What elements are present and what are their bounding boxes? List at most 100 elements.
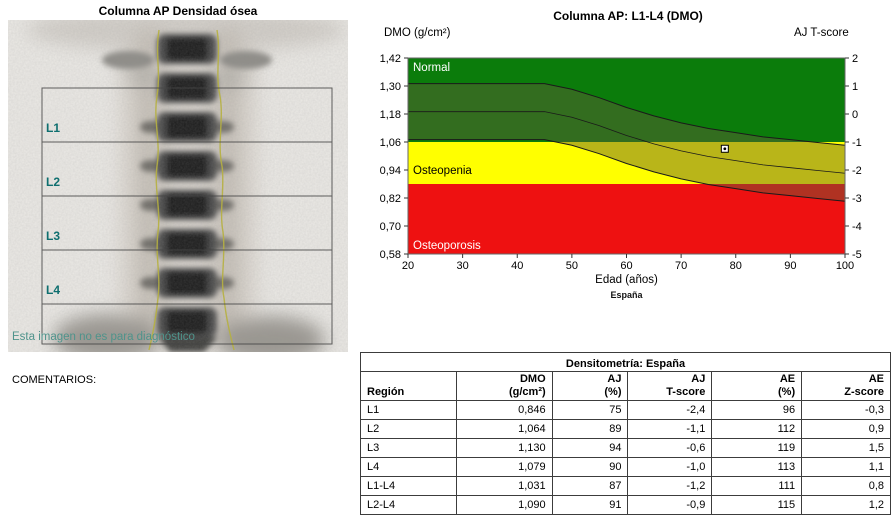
table-row: L2 1,064 89 -1,1 112 0,9 [360, 419, 891, 439]
column-header: Región [360, 371, 457, 401]
y-left-tick-label: 1,06 [380, 137, 401, 149]
value-cell: -2,4 [627, 400, 713, 420]
reference-curve [408, 139, 846, 202]
reference-curve [408, 111, 846, 174]
x-tick-label: 30 [457, 260, 469, 272]
value-cell: -0,6 [627, 438, 713, 458]
table-row: L4 1,079 90 -1,0 113 1,1 [360, 457, 891, 477]
value-cell: 96 [711, 400, 803, 420]
value-cell: 115 [711, 495, 803, 515]
region-cell: L1-L4 [360, 476, 457, 496]
column-header: AJ T-score [627, 371, 713, 401]
value-cell: 75 [551, 400, 629, 420]
value-cell: 112 [711, 419, 803, 439]
chart-footnote: España [610, 290, 643, 300]
value-cell: 113 [711, 457, 803, 477]
x-tick-label: 70 [675, 260, 687, 272]
value-cell: -1,2 [627, 476, 713, 496]
value-cell: -0,3 [801, 400, 891, 420]
y-left-tick-label: 0,70 [380, 221, 401, 233]
patient-marker-dot [723, 147, 727, 151]
roi-grid [41, 87, 333, 345]
scan-title: Columna AP Densidad ósea [98, 4, 258, 18]
value-cell: 1,031 [455, 476, 553, 496]
spine-scan-art [8, 20, 348, 352]
roi-label-l1: L1 [46, 121, 61, 135]
y-right-tick-label: -4 [852, 221, 862, 233]
column-header: AE Z-score [801, 371, 891, 401]
table-title: Densitometría: España [360, 352, 891, 372]
y-left-tick-label: 1,18 [380, 109, 401, 121]
roi-label-l2: L2 [46, 175, 61, 189]
value-cell: 87 [551, 476, 629, 496]
y-right-tick-label: -2 [852, 165, 862, 177]
value-cell: 0,846 [455, 400, 553, 420]
table-title-row: Densitometría: España [360, 352, 891, 372]
table-row: L2-L4 1,090 91 -0,9 115 1,2 [360, 495, 891, 515]
results-table-panel: Densitometría: España Región DMO (g/cm²) AJ… [360, 352, 891, 515]
zone-osteoporosis [408, 184, 845, 254]
region-cell: L2 [360, 419, 457, 439]
value-cell: 1,1 [801, 457, 891, 477]
column-header: AE (%) [711, 371, 803, 401]
chart-title: Columna AP: L1-L4 (DMO) [553, 9, 703, 23]
y-left-tick-label: 0,82 [380, 193, 401, 205]
y-right-tick-label: 1 [852, 81, 858, 93]
zone-label: Osteoporosis [413, 240, 481, 252]
results-table-body: L1 0,846 75 -2,4 96 -0,3 L2 1,064 89 -1,1 112 0,9 L3… [360, 400, 891, 515]
y-left-tick-label: 1,30 [380, 81, 401, 93]
y-right-axis-label: AJ T-score [794, 27, 849, 39]
value-cell: 1,2 [801, 495, 891, 515]
value-cell: 91 [551, 495, 629, 515]
results-table: Densitometría: España Región DMO (g/cm²) AJ… [360, 352, 891, 515]
table-header-row: Región DMO (g/cm²) AJ (%) AJ T-score AE (%) AE Z-s… [360, 371, 891, 401]
region-cell: L2-L4 [360, 495, 457, 515]
spine-contour-right [216, 29, 235, 351]
value-cell: 1,064 [455, 419, 553, 439]
roi-label-l3: L3 [46, 229, 61, 243]
x-tick-label: 80 [730, 260, 742, 272]
value-cell: 0,9 [801, 419, 891, 439]
value-cell: 90 [551, 457, 629, 477]
y-left-tick-label: 0,94 [380, 165, 401, 177]
y-right-tick-label: -1 [852, 137, 862, 149]
x-tick-label: 50 [566, 260, 578, 272]
region-cell: L1 [360, 400, 457, 420]
region-cell: L3 [360, 438, 457, 458]
y-left-tick-label: 1,42 [380, 53, 401, 65]
scan-noise-texture [8, 20, 348, 352]
y-left-axis-label: DMO (g/cm²) [384, 27, 451, 39]
column-header: AJ (%) [551, 371, 629, 401]
value-cell: 1,090 [455, 495, 553, 515]
roi-label-l4: L4 [46, 283, 61, 297]
x-axis-label: Edad (años) [595, 274, 658, 286]
value-cell: 0,8 [801, 476, 891, 496]
y-left-tick-label: 0,58 [380, 249, 401, 261]
table-row: L1-L4 1,031 87 -1,2 111 0,8 [360, 476, 891, 496]
reference-band [408, 83, 845, 202]
value-cell: -1,1 [627, 419, 713, 439]
value-cell: 111 [711, 476, 803, 496]
table-row: L3 1,130 94 -0,6 119 1,5 [360, 438, 891, 458]
spine-scan-image: L1 L2 L3 L4 Esta imagen no es para diagn… [8, 20, 348, 352]
y-right-tick-label: -5 [852, 249, 862, 261]
value-cell: -0,9 [627, 495, 713, 515]
zone-label: Osteopenia [413, 165, 472, 177]
value-cell: 1,130 [455, 438, 553, 458]
scan-disclaimer: Esta imagen no es para diagnóstico [12, 331, 195, 343]
value-cell: 1,5 [801, 438, 891, 458]
x-tick-label: 100 [836, 260, 854, 272]
x-tick-label: 60 [620, 260, 632, 272]
x-tick-label: 90 [784, 260, 796, 272]
value-cell: 119 [711, 438, 803, 458]
value-cell: -1,0 [627, 457, 713, 477]
y-right-tick-label: 0 [852, 109, 858, 121]
region-cell: L4 [360, 457, 457, 477]
column-header: DMO (g/cm²) [455, 371, 553, 401]
table-row: L1 0,846 75 -2,4 96 -0,3 [360, 400, 891, 420]
x-tick-label: 40 [511, 260, 523, 272]
zone-label: Normal [413, 62, 450, 74]
value-cell: 89 [551, 419, 629, 439]
